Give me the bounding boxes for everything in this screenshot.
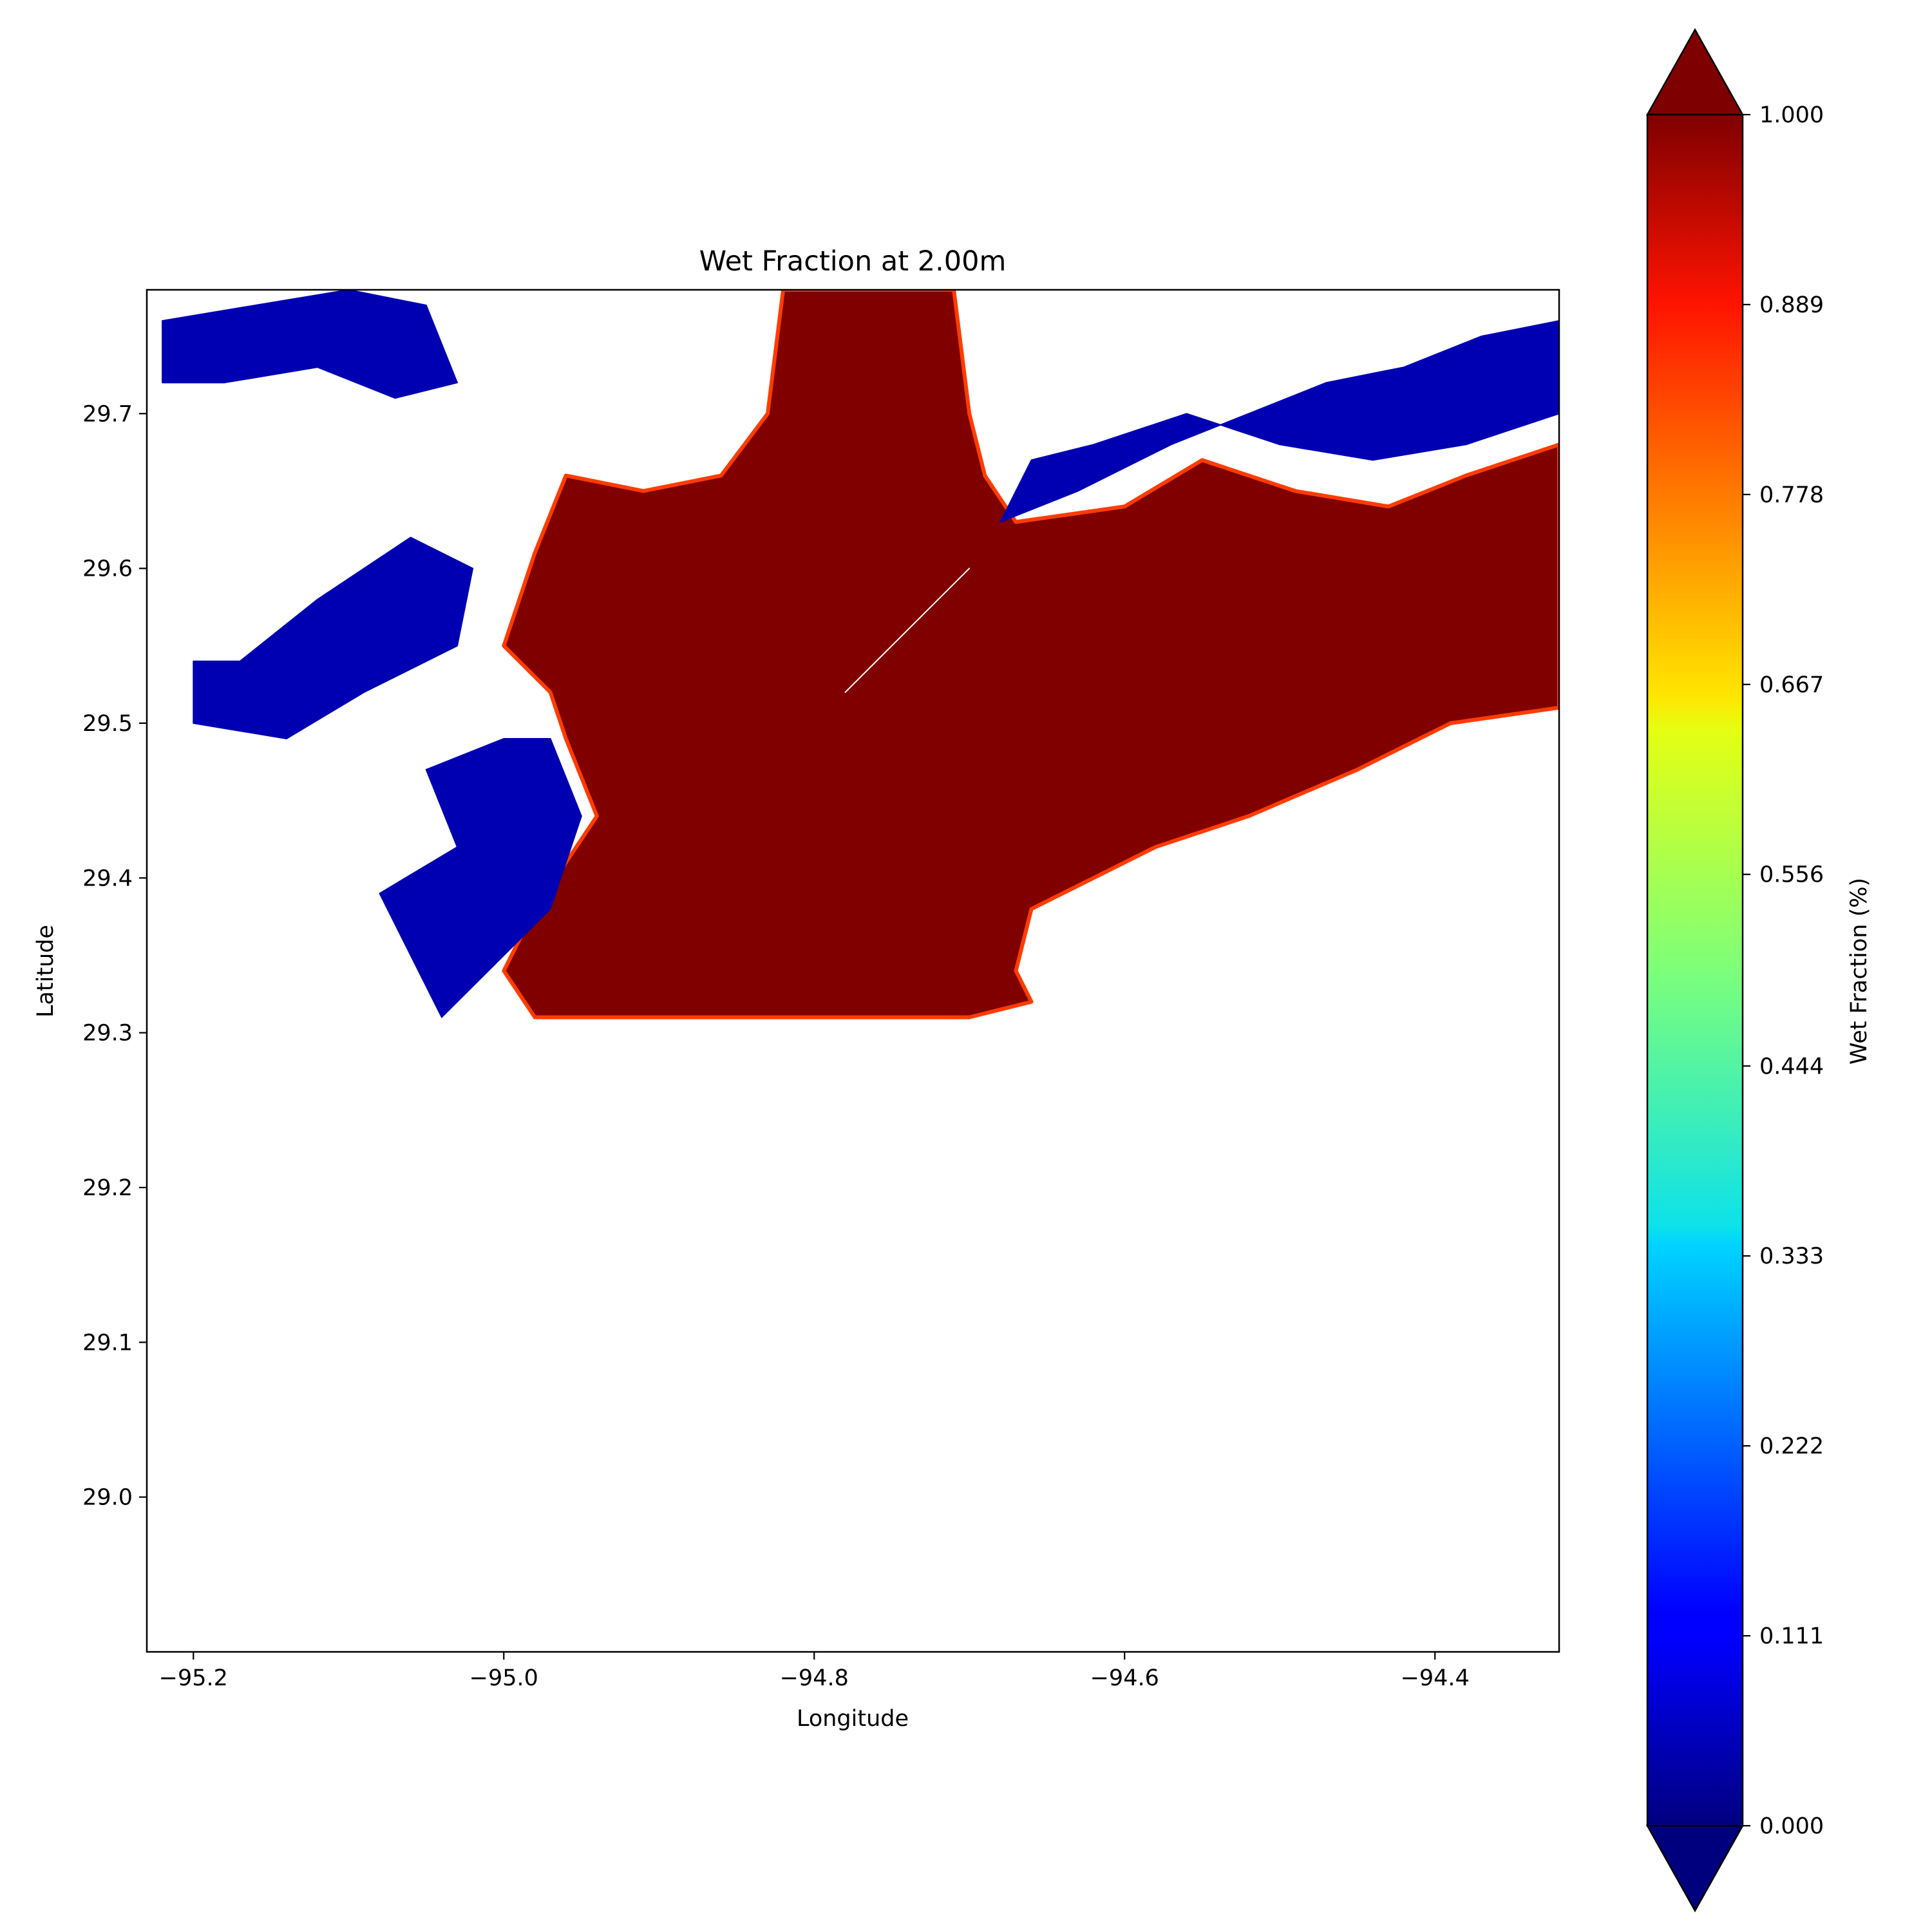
- colorbar-extend-top: [1645, 28, 1745, 116]
- y-axis-label: Latitude: [33, 925, 59, 1018]
- colorbar-tick-label: 0.333: [1759, 1244, 1824, 1269]
- plot-frame: [146, 289, 1560, 1653]
- x-tick-label: −94.6: [1090, 1665, 1159, 1691]
- wet-region-5: [844, 567, 971, 693]
- colorbar-tick-label: 0.444: [1759, 1054, 1824, 1079]
- colorbar: 0.000 0.111 0.222 0.333 0.444 0.556 0.667 0.778…: [1645, 28, 1872, 1913]
- wet-region-3: [999, 320, 1559, 523]
- x-axis-label: Longitude: [797, 1706, 909, 1732]
- colorbar-tick-label: 0.222: [1759, 1434, 1824, 1459]
- y-tick-label: 29.1: [82, 1330, 133, 1356]
- colorbar-tick-label: 0.778: [1759, 482, 1824, 508]
- heatmap-regions: [162, 290, 1559, 1019]
- x-tick-label: −95.0: [469, 1665, 538, 1691]
- y-tick-label: 29.7: [82, 401, 133, 427]
- colorbar-gradient: [1646, 113, 1744, 1827]
- y-tick-label: 29.5: [82, 711, 133, 737]
- chart-title: Wet Fraction at 2.00m: [699, 245, 1007, 278]
- y-tick-label: 29.4: [82, 866, 133, 891]
- colorbar-tick-label: 0.000: [1759, 1814, 1824, 1839]
- plot-area: −95.2 −95.0 −94.8 −94.6 −94.4 29.729.629.529…: [82, 289, 1560, 1691]
- colorbar-extend-bottom: [1645, 1824, 1745, 1913]
- y-tick-label: 29.2: [82, 1175, 133, 1201]
- y-axis-ticks: 29.7 29.6 29.5 29.4 29.3 29.2 29.1 29.0: [82, 401, 147, 1511]
- colorbar-tick-label: 0.667: [1759, 672, 1824, 698]
- wet-region-4: [162, 290, 458, 399]
- wet-region-0: [502, 290, 1559, 1019]
- x-axis-ticks: −95.2 −95.0 −94.8 −94.6 −94.4: [159, 1652, 1470, 1691]
- colorbar-ticks: 0.000 0.111 0.222 0.333 0.444 0.556 0.667 0.778…: [1743, 102, 1824, 1839]
- colorbar-tick-label: 0.889: [1759, 292, 1824, 318]
- y-tick-label: 29.3: [82, 1021, 133, 1046]
- x-tick-label: −95.2: [159, 1665, 228, 1691]
- y-tick-label: 29.6: [82, 556, 133, 582]
- wet-region-2: [379, 738, 582, 1018]
- colorbar-tick-label: 0.111: [1759, 1624, 1824, 1649]
- colorbar-tick-label: 1.000: [1759, 102, 1824, 128]
- wet-region-1: [193, 536, 474, 739]
- colorbar-label: Wet Fraction (%): [1846, 878, 1872, 1065]
- x-tick-label: −94.8: [780, 1665, 849, 1691]
- y-tick-label: 29.0: [82, 1485, 133, 1511]
- colorbar-tick-label: 0.556: [1759, 862, 1824, 888]
- x-tick-label: −94.4: [1401, 1665, 1470, 1691]
